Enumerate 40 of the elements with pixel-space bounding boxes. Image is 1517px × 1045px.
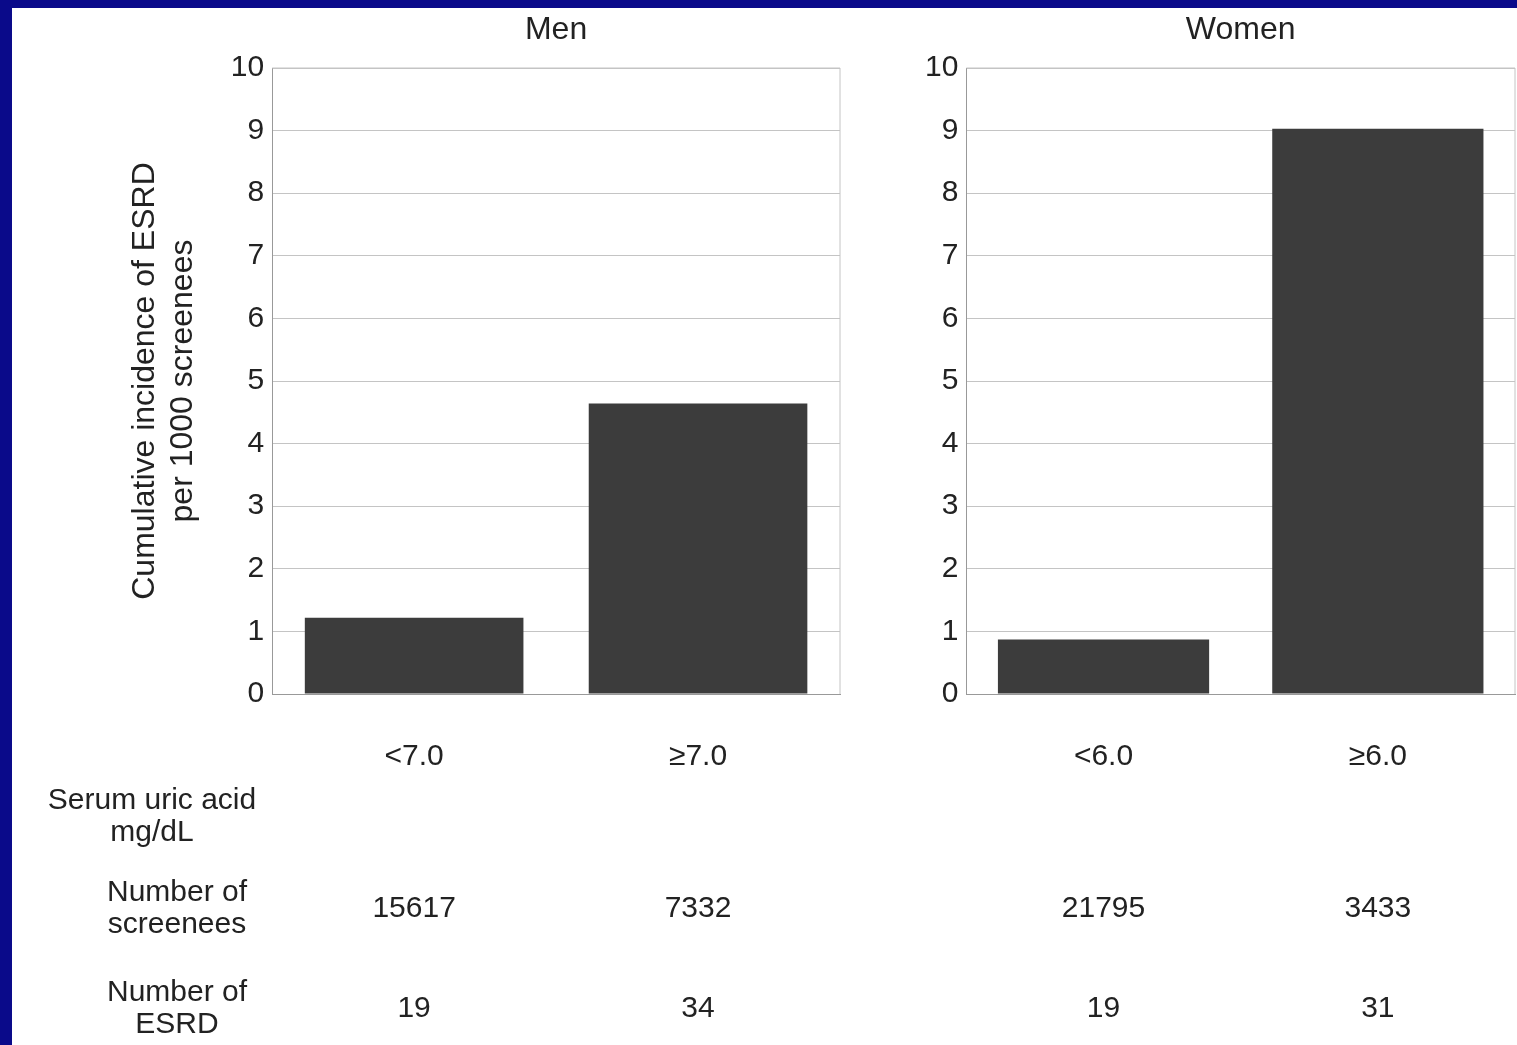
y-tick-label: 9 [941, 111, 959, 145]
y-tick-label: 3 [247, 487, 265, 521]
y-tick-label: 4 [941, 424, 959, 458]
y-tick-label: 5 [941, 362, 959, 396]
y-tick-label: 1 [941, 612, 959, 646]
y-tick-label: 10 [230, 49, 265, 83]
y-tick-label: 2 [247, 550, 265, 584]
chart-title: Men [524, 9, 588, 46]
y-tick-label: 1 [247, 612, 265, 646]
y-tick-label: 8 [247, 174, 265, 208]
y-tick-label: 2 [941, 550, 959, 584]
text: Number of ESRD [106, 974, 248, 1040]
text: 3433 [1344, 890, 1412, 924]
y-tick-label: 6 [941, 299, 959, 333]
text: 7332 [664, 890, 732, 924]
y-tick-label: 9 [247, 111, 265, 145]
text: Number of screenees [106, 874, 248, 940]
x-tick-label: ≥7.0 [668, 738, 728, 772]
chart-title: Women [1185, 9, 1296, 46]
y-tick-label: 10 [924, 49, 959, 83]
y-tick-label: 7 [941, 237, 959, 271]
text: 19 [397, 990, 431, 1024]
y-tick-label: 7 [247, 237, 265, 271]
y-tick-label: 5 [247, 362, 265, 396]
y-tick-label: 8 [941, 174, 959, 208]
text: 34 [681, 990, 715, 1024]
text: 15617 [372, 890, 456, 924]
y-tick-label: 4 [247, 424, 265, 458]
text: 19 [1086, 990, 1121, 1024]
y-tick-label: 3 [941, 487, 959, 521]
x-tick-label: <6.0 [1073, 738, 1134, 772]
y-tick-label: 6 [247, 299, 265, 333]
x-tick-label: ≥6.0 [1348, 738, 1407, 772]
y-tick-label: 0 [941, 675, 959, 709]
x-axis-title: Serum uric acid mg/dL [47, 782, 257, 848]
text: 21795 [1061, 890, 1146, 924]
text: 31 [1361, 990, 1395, 1024]
y-axis-title: Cumulative incidence of ESRD per 1000 screenees [125, 162, 200, 600]
y-tick-label: 0 [247, 675, 265, 709]
x-tick-label: <7.0 [384, 738, 444, 772]
